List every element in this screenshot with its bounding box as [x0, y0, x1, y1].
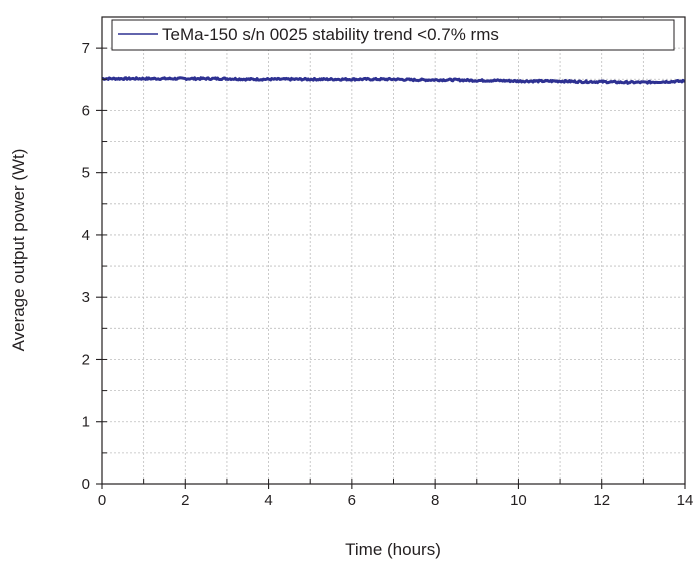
x-tick-label: 2	[181, 492, 189, 509]
y-tick-label: 3	[82, 289, 90, 306]
series-line	[101, 76, 686, 85]
x-tick-label: 6	[348, 492, 356, 509]
legend-label: TeMa-150 s/n 0025 stability trend <0.7% …	[162, 25, 499, 44]
y-tick-label: 7	[82, 40, 90, 57]
y-tick-label: 4	[82, 227, 90, 244]
y-axis-title: Average output power (Wt)	[9, 149, 28, 352]
x-tick-label: 8	[431, 492, 439, 509]
series-layer	[101, 76, 686, 85]
x-axis-title: Time (hours)	[345, 540, 441, 559]
legend-box	[111, 19, 675, 51]
x-tick-label: 12	[593, 492, 610, 509]
x-tick-label: 0	[98, 492, 106, 509]
x-tick-label: 4	[264, 492, 272, 509]
y-tick-label: 2	[82, 351, 90, 368]
legend: TeMa-150 s/n 0025 stability trend <0.7% …	[111, 19, 675, 51]
x-tick-label: 14	[677, 492, 694, 509]
grid-lines	[102, 17, 685, 484]
y-tick-label: 6	[82, 102, 90, 119]
y-tick-label: 0	[82, 476, 90, 493]
y-tick-label: 1	[82, 414, 90, 431]
x-tick-label: 10	[510, 492, 527, 509]
y-tick-label: 5	[82, 165, 90, 182]
